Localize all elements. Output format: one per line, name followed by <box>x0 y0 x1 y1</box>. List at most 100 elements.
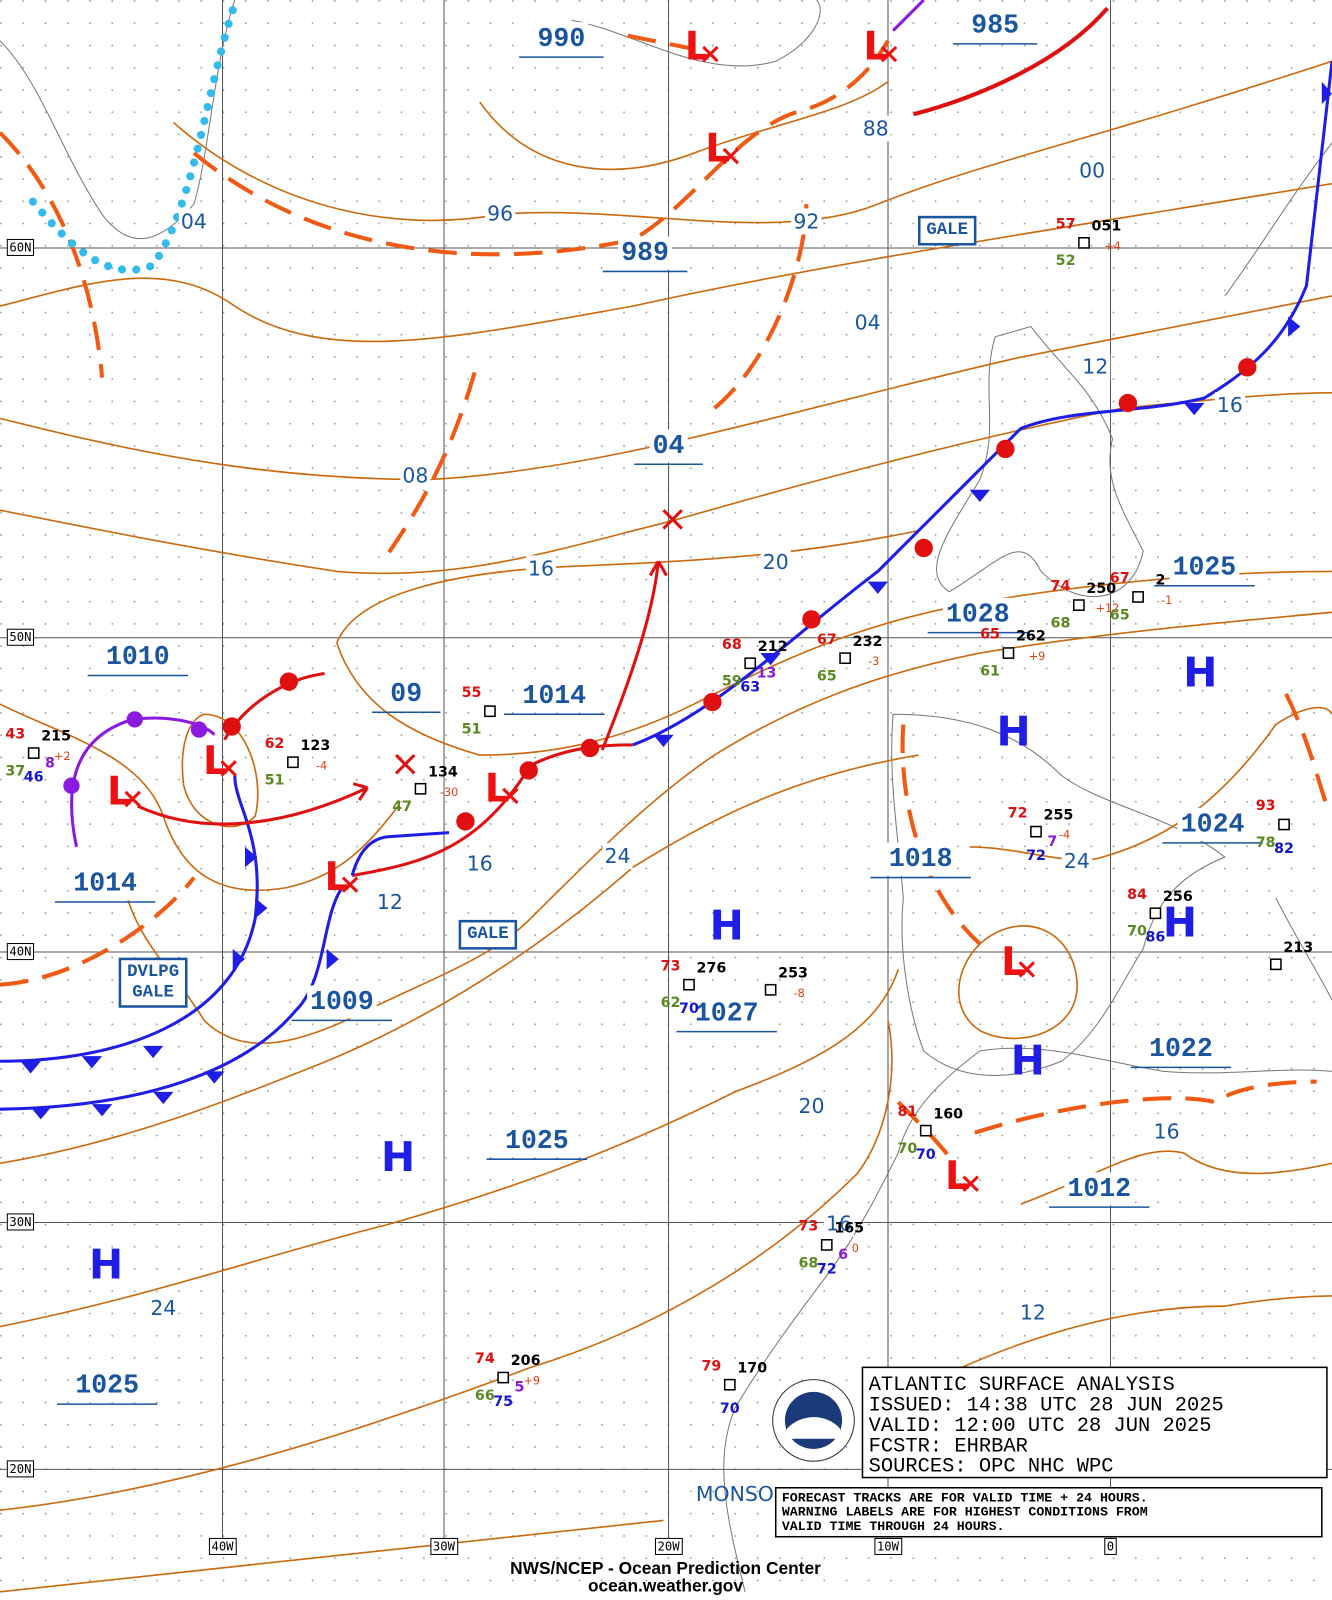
station-value: 5 <box>515 1380 525 1396</box>
station-value: 68 <box>722 637 742 653</box>
lon-label: 40W <box>211 1539 234 1553</box>
label-box <box>387 677 426 711</box>
station-value: 79 <box>701 1358 721 1374</box>
label-box <box>1214 392 1245 419</box>
note-line: VALID TIME THROUGH 24 HOURS. <box>782 1519 1005 1534</box>
low-cross <box>502 787 519 805</box>
label-box <box>1017 1299 1048 1326</box>
warning-label: GALE <box>132 983 174 1002</box>
station-marker <box>723 1378 736 1391</box>
pressure-center: 990 <box>538 24 586 54</box>
isobar-label: 12 <box>377 890 403 914</box>
station-value: 276 <box>697 960 727 976</box>
low-cross <box>962 1175 979 1192</box>
station-value: 67 <box>1110 571 1130 587</box>
station-value: 82 <box>1274 841 1294 857</box>
label-box <box>6 1460 35 1478</box>
station-value: 165 <box>834 1221 864 1237</box>
station-value: 212 <box>758 639 788 655</box>
warning-box <box>917 215 977 246</box>
low-center: L <box>107 769 132 814</box>
pressure-center: 1012 <box>1067 1174 1131 1204</box>
pressure-center: 1025 <box>505 1126 569 1156</box>
low-center: L <box>485 766 510 811</box>
station-value: +12 <box>1096 602 1120 615</box>
isobar-label: 20 <box>763 550 789 574</box>
isobar-label: 24 <box>1064 849 1090 873</box>
station-value: 170 <box>737 1360 767 1376</box>
station-marker <box>1073 599 1085 611</box>
station-value: 70 <box>1127 924 1147 940</box>
station-value: -3 <box>868 655 879 668</box>
label-box <box>208 1537 237 1555</box>
lon-label: 30W <box>433 1539 456 1553</box>
isobar-label: 24 <box>605 844 631 868</box>
station-value: 62 <box>661 995 681 1011</box>
station-value: 051 <box>1092 219 1122 235</box>
station-value: 123 <box>301 738 331 754</box>
isobar-label: 12 <box>1020 1300 1046 1324</box>
label-box <box>649 429 688 463</box>
label-box <box>307 985 377 1019</box>
footer-line: ocean.weather.gov <box>588 1575 743 1595</box>
note-box <box>774 1486 1323 1538</box>
label-box <box>1077 157 1108 184</box>
low-center: L <box>685 24 710 69</box>
station-value: 262 <box>1016 629 1046 645</box>
station-value: 47 <box>392 799 412 815</box>
isobar-label: 04 <box>855 310 881 334</box>
label-box <box>691 996 762 1030</box>
low-cross <box>220 760 237 777</box>
station-value: -8 <box>794 987 805 1000</box>
pressure-center: 1027 <box>695 998 759 1028</box>
station-marker <box>1002 647 1015 659</box>
region-label: MONSO <box>696 1482 774 1506</box>
pressure-center: 985 <box>971 11 1019 41</box>
label-box <box>374 889 405 916</box>
label-box <box>525 555 556 582</box>
station-value: 72 <box>1026 848 1046 864</box>
station-marker <box>1278 818 1290 831</box>
station-value: 78 <box>1256 835 1276 851</box>
label-box <box>968 8 1023 43</box>
station-value: +9 <box>524 1375 541 1388</box>
station-value: 232 <box>853 634 883 650</box>
low-cross <box>1018 961 1036 978</box>
label-box <box>1177 807 1248 842</box>
high-center: H <box>381 1133 415 1181</box>
high-center: H <box>1183 649 1217 697</box>
station-value: -30 <box>440 786 458 799</box>
station-value: 70 <box>679 1001 699 1017</box>
label-box <box>501 1124 572 1158</box>
station-value: 0 <box>852 1242 859 1255</box>
label-box <box>1169 550 1240 584</box>
low-cross <box>880 45 898 63</box>
station-value: 57 <box>1056 216 1076 232</box>
station-value: 74 <box>1051 579 1071 595</box>
info-line: VALID: 12:00 UTC 28 JUN 2025 <box>869 1415 1212 1438</box>
isobar-label: 16 <box>1154 1120 1180 1144</box>
station-value: -4 <box>1059 829 1070 842</box>
station-value: 70 <box>916 1147 936 1163</box>
info-line: ISSUED: 14:38 UTC 28 JUN 2025 <box>869 1394 1224 1417</box>
lat-label: 30N <box>9 1215 31 1229</box>
label-box <box>874 1537 903 1555</box>
label-box <box>860 115 891 142</box>
station-marker <box>683 978 695 991</box>
station-value: 37 <box>5 763 25 779</box>
label-box <box>6 628 35 646</box>
label-box <box>6 238 35 256</box>
label-box <box>6 943 35 961</box>
low-cross <box>722 147 740 165</box>
isobar-label: 16 <box>1217 393 1243 417</box>
station-value: 70 <box>720 1401 740 1417</box>
station-value: 2 <box>1156 573 1166 589</box>
station-value: -4 <box>316 759 327 772</box>
pressure-center: 1014 <box>522 681 586 711</box>
isobar-label: 08 <box>402 464 428 488</box>
station-value: 7 <box>1047 834 1057 850</box>
station-marker <box>1269 958 1282 971</box>
station-value: 13 <box>757 665 777 681</box>
